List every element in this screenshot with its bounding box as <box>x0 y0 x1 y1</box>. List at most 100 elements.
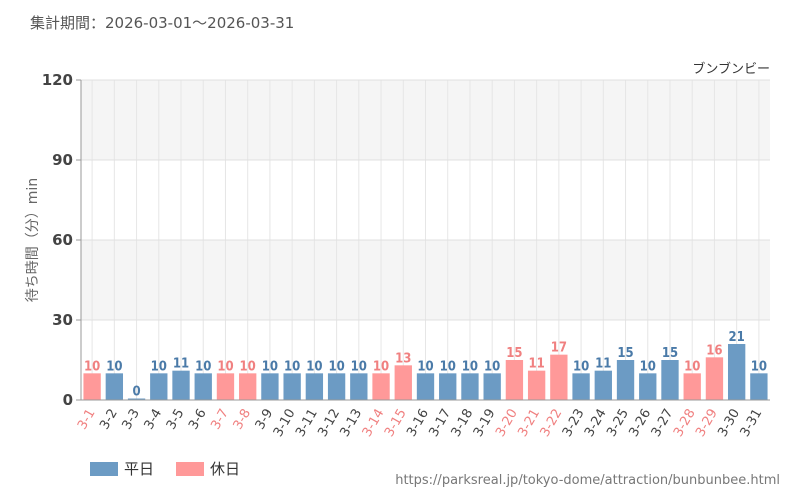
x-tick-label-3-16: 3-16 <box>404 407 432 440</box>
y-tick-label-90: 90 <box>52 151 73 169</box>
bar-3-7 <box>216 373 235 400</box>
data-label-3-24: 11 <box>595 357 611 372</box>
legend-item-weekday: 平日 <box>90 458 154 479</box>
x-tick-label-3-15: 3-15 <box>382 407 410 440</box>
legend-label-holiday: 休日 <box>210 460 241 478</box>
data-label-3-10: 10 <box>284 359 300 374</box>
x-tick-label-3-25: 3-25 <box>604 407 632 440</box>
x-tick-label-3-31: 3-31 <box>738 407 766 440</box>
data-label-3-15: 13 <box>395 351 411 366</box>
data-label-3-7: 10 <box>217 359 233 374</box>
data-label-3-31: 10 <box>751 359 767 374</box>
data-label-3-22: 17 <box>551 341 567 356</box>
bar-3-16 <box>416 373 435 400</box>
bar-3-10 <box>283 373 301 400</box>
x-tick-label-3-3: 3-3 <box>119 407 143 433</box>
data-label-3-27: 15 <box>662 346 678 361</box>
x-tick-label-3-8: 3-8 <box>231 407 255 433</box>
x-tick-label-3-24: 3-24 <box>582 407 610 440</box>
data-label-3-14: 10 <box>373 359 389 374</box>
data-label-3-23: 10 <box>573 359 589 374</box>
bar-3-4 <box>150 373 168 400</box>
bar-3-17 <box>439 373 457 400</box>
bar-3-2 <box>105 373 124 400</box>
bar-3-18 <box>461 373 479 400</box>
data-label-3-20: 15 <box>506 346 522 361</box>
bar-3-11 <box>305 373 324 400</box>
legend-item-holiday: 休日 <box>176 458 240 479</box>
data-label-3-26: 10 <box>640 359 656 374</box>
bar-3-13 <box>350 373 368 400</box>
bar-3-3 <box>127 398 146 400</box>
data-labels: 10 10 0 10 11 10 10 10 10 10 10 10 10 10 13 10 10 10 10 15 1… <box>84 330 767 400</box>
x-tick-label-3-22: 3-22 <box>538 407 566 440</box>
data-label-3-30: 21 <box>729 330 745 345</box>
y-tick-labels: 0 30 60 90 120 <box>42 71 81 409</box>
x-tick-label-3-11: 3-11 <box>293 407 321 440</box>
y-tick-label-120: 120 <box>42 71 73 89</box>
data-label-3-5: 11 <box>173 357 189 372</box>
x-tick-label-3-14: 3-14 <box>360 407 388 440</box>
x-tick-label-3-23: 3-23 <box>560 407 588 440</box>
bar-3-24 <box>594 370 612 400</box>
data-label-3-19: 10 <box>484 359 500 374</box>
x-tick-label-3-28: 3-28 <box>671 407 699 440</box>
x-tick-label-3-12: 3-12 <box>315 407 343 440</box>
data-label-3-21: 11 <box>528 357 544 372</box>
data-label-3-2: 10 <box>106 359 122 374</box>
data-label-3-25: 15 <box>617 346 633 361</box>
x-tick-label-3-26: 3-26 <box>626 407 654 440</box>
legend: 平日 休日 <box>90 458 240 479</box>
legend-swatch-weekday <box>90 461 118 476</box>
bar-3-29 <box>705 357 724 400</box>
bar-3-26 <box>639 373 657 400</box>
bar-3-14 <box>372 373 390 400</box>
bar-3-31 <box>750 373 768 400</box>
data-label-3-18: 10 <box>462 359 478 374</box>
x-tick-label-3-5: 3-5 <box>164 407 188 433</box>
data-label-3-3: 0 <box>132 385 140 400</box>
bars <box>83 344 768 400</box>
data-label-3-12: 10 <box>328 359 344 374</box>
bar-3-8 <box>239 373 257 400</box>
data-label-3-9: 10 <box>262 359 278 374</box>
bar-3-22 <box>550 354 568 400</box>
bar-3-30 <box>727 344 746 400</box>
bar-3-5 <box>172 370 190 400</box>
bar-3-12 <box>327 373 346 400</box>
period-text: 集計期間：2026-03-01～2026-03-31 <box>30 14 295 32</box>
bar-3-19 <box>483 373 501 400</box>
x-tick-label-3-13: 3-13 <box>338 407 366 440</box>
bar-3-21 <box>527 370 546 400</box>
x-tick-label-3-10: 3-10 <box>271 407 299 440</box>
data-label-3-4: 10 <box>151 359 167 374</box>
series-name: ブンブンビー <box>692 61 770 77</box>
x-tick-label-3-29: 3-29 <box>693 407 721 440</box>
x-tick-label-3-17: 3-17 <box>426 407 454 440</box>
data-label-3-13: 10 <box>351 359 367 374</box>
data-label-3-6: 10 <box>195 359 211 374</box>
legend-label-weekday: 平日 <box>124 460 155 478</box>
y-tick-label-0: 0 <box>63 391 73 409</box>
x-tick-label-3-2: 3-2 <box>97 407 121 433</box>
x-tick-label-3-18: 3-18 <box>449 407 477 440</box>
data-label-3-8: 10 <box>240 359 256 374</box>
x-tick-label-3-27: 3-27 <box>649 407 677 440</box>
bar-3-6 <box>194 373 212 400</box>
data-label-3-16: 10 <box>417 359 433 374</box>
bar-3-25 <box>616 360 635 400</box>
data-label-3-17: 10 <box>440 359 456 374</box>
y-tick-label-30: 30 <box>52 311 73 329</box>
legend-swatch-holiday <box>176 461 205 476</box>
data-label-3-29: 16 <box>706 343 722 358</box>
bar-3-15 <box>394 365 412 400</box>
y-tick-label-60: 60 <box>52 231 73 249</box>
data-label-3-1: 10 <box>84 359 100 374</box>
x-tick-label-3-6: 3-6 <box>186 407 210 433</box>
x-tick-labels: 3-13-23-33-43-53-63-73-83-93-103-113-123… <box>75 407 765 440</box>
x-tick-label-3-19: 3-19 <box>471 407 499 440</box>
bar-3-27 <box>661 360 679 400</box>
data-label-3-28: 10 <box>684 359 700 374</box>
bar-3-9 <box>261 373 279 400</box>
